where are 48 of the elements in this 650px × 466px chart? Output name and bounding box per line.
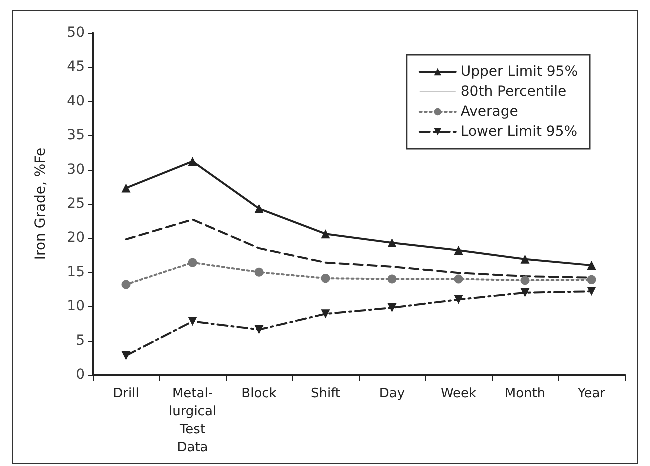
point <box>122 280 131 290</box>
point <box>254 204 264 214</box>
y-tick-label: 10 <box>67 298 85 315</box>
x-tick-label: Shift <box>310 386 341 402</box>
point <box>587 275 596 284</box>
point <box>321 310 330 319</box>
legend-label: Lower Limit 95% <box>460 124 578 140</box>
point <box>321 230 330 239</box>
point <box>254 268 264 277</box>
y-tick-label: 25 <box>67 196 85 212</box>
y-tick-label: 50 <box>67 25 85 41</box>
y-tick-label: 30 <box>67 162 85 178</box>
legend-label: Upper Limit 95% <box>460 64 578 80</box>
x-tick-label: Week <box>440 386 478 402</box>
legend-label: Average <box>460 104 518 120</box>
y-tick-label: 15 <box>67 264 85 280</box>
point <box>520 288 530 298</box>
point <box>122 184 131 193</box>
point <box>454 246 464 256</box>
x-tick-label: Block <box>242 386 278 402</box>
x-tick-label: Drill <box>113 386 140 402</box>
y-tick-label: 0 <box>76 367 85 383</box>
y-tick-label: 20 <box>67 230 85 246</box>
point <box>188 157 198 166</box>
y-axis-title: Iron Grade, %Fe <box>33 148 49 260</box>
x-tick-label: Year <box>576 386 606 402</box>
y-tick-label: 40 <box>67 93 85 110</box>
point <box>122 351 131 360</box>
legend-label: 80th Percentile <box>460 84 567 100</box>
point <box>454 295 464 304</box>
x-tick-label: Month <box>504 386 546 402</box>
y-tick-label: 45 <box>67 59 85 76</box>
point <box>520 276 530 286</box>
point <box>388 303 397 312</box>
point <box>254 325 264 334</box>
point <box>321 274 330 284</box>
x-tick-label: Metal- lurgical Test Data <box>168 386 217 456</box>
point <box>520 254 530 264</box>
point <box>587 261 596 270</box>
point <box>188 258 198 268</box>
point <box>587 287 596 296</box>
point <box>454 274 464 284</box>
x-tick-label: Day <box>379 386 406 402</box>
point <box>188 317 198 326</box>
y-tick-label: 35 <box>67 128 85 144</box>
y-tick-label: 5 <box>76 332 85 349</box>
point <box>388 238 397 248</box>
point <box>388 274 397 284</box>
